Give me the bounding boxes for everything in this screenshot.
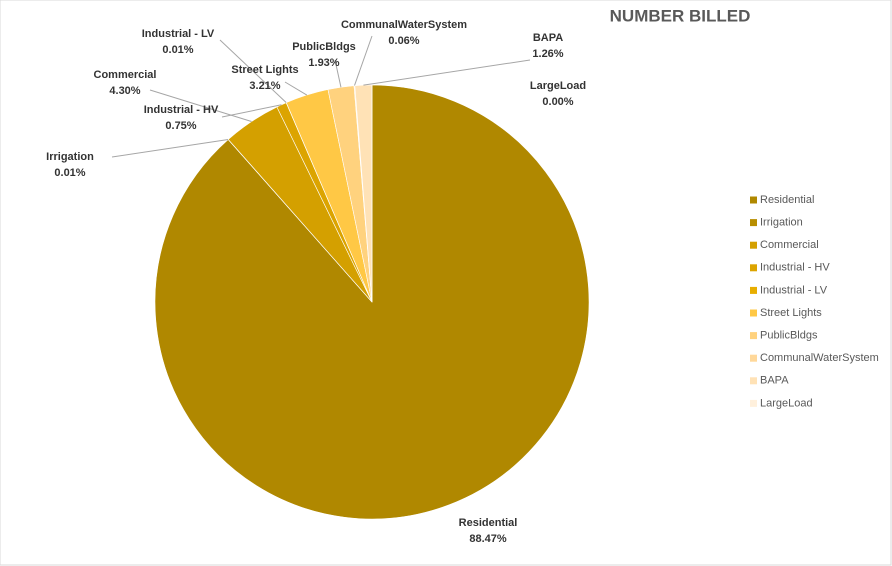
legend-swatch [750,377,757,385]
legend-label: LargeLoad [760,397,813,409]
legend-swatch [750,286,757,294]
leader-line [149,89,252,123]
data-label-name: LargeLoad [530,80,586,92]
chart-title: NUMBER BILLED [610,6,751,25]
data-label-value: 0.01% [54,167,85,179]
data-label-name: Residential [459,517,518,529]
legend-label: PublicBldgs [760,330,818,342]
data-label-name: BAPA [533,32,563,44]
leader-line [353,35,373,86]
legend-swatch [750,264,757,272]
data-label-value: 0.00% [542,96,573,108]
legend-label: Street Lights [760,307,822,319]
legend-swatch [750,354,757,362]
legend-label: CommunalWaterSystem [760,352,879,364]
data-label-value: 0.01% [162,44,193,56]
leader-line [219,39,287,104]
legend-swatch [750,332,757,340]
legend-swatch [750,399,757,407]
leader-line [334,59,342,88]
legend-label: Irrigation [760,217,803,229]
legend-label: Residential [760,194,814,206]
legend-label: Industrial - LV [760,284,828,296]
leader-line [284,81,308,96]
data-label-value: 88.47% [469,533,507,545]
legend-label: Commercial [760,239,819,251]
data-label-name: Industrial - LV [142,28,215,40]
data-label-name: Commercial [94,69,157,81]
legend-swatch [750,219,757,227]
data-label-value: 0.06% [388,35,419,47]
data-label-name: CommunalWaterSystem [341,19,467,31]
leader-line [111,138,229,158]
data-label-name: PublicBldgs [292,41,356,53]
legend-swatch [750,196,757,204]
data-label-value: 1.26% [532,48,563,60]
data-label-value: 1.93% [308,57,339,69]
data-label-value: 3.21% [249,80,280,92]
data-label-name: Industrial - HV [144,104,219,116]
legend-swatch [750,241,757,249]
legend-label: Industrial - HV [760,262,830,274]
legend-swatch [750,309,757,317]
leader-line [221,104,282,118]
data-label-value: 4.30% [109,85,140,97]
legend-label: BAPA [760,375,789,387]
data-label-value: 0.75% [165,120,196,132]
data-label-name: Irrigation [46,151,94,163]
leader-line [363,59,531,86]
data-label-name: Street Lights [231,64,298,76]
